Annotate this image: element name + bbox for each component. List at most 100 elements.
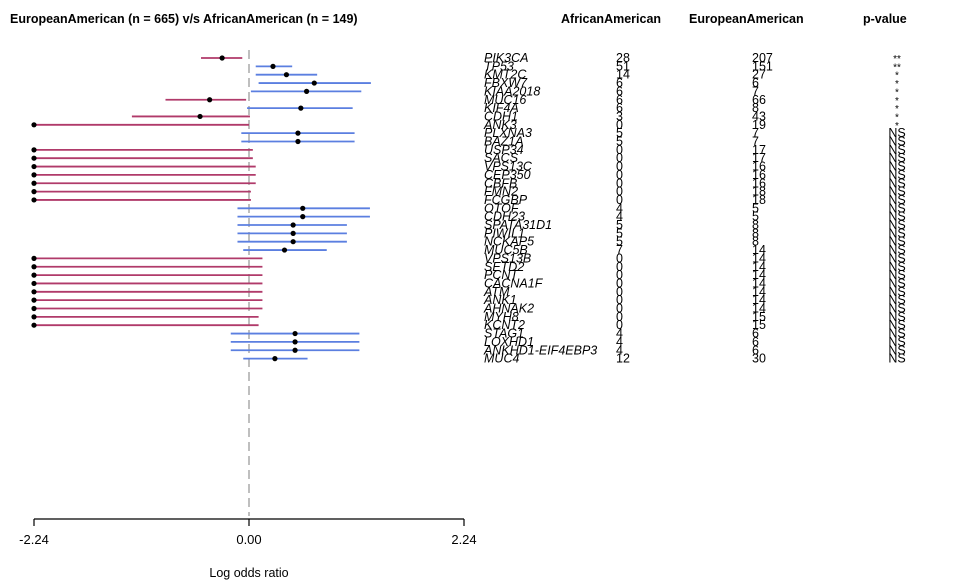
estimate-point	[295, 130, 301, 136]
estimate-point	[207, 97, 213, 103]
european-count: 14	[752, 243, 766, 257]
european-count: 18	[752, 193, 766, 207]
pvalue-label: NS	[888, 210, 905, 224]
african-count: 4	[616, 335, 623, 349]
gene-label: SETD2	[484, 260, 524, 274]
gene-label: CACNA1F	[484, 276, 544, 290]
african-count: 0	[616, 302, 623, 316]
estimate-point	[281, 247, 288, 253]
gene-label: KMT2C	[484, 68, 527, 82]
pvalue-label: NS	[888, 151, 905, 165]
african-count: 0	[616, 310, 623, 324]
gene-label: TP53	[484, 59, 514, 73]
estimate-point	[31, 305, 37, 312]
european-count: 151	[752, 59, 773, 73]
pvalue-label: NS	[888, 135, 905, 149]
x-tick-label: 2.24	[451, 532, 476, 547]
gene-label: KIF4A	[484, 101, 519, 115]
estimate-point	[272, 356, 278, 362]
estimate-point	[219, 55, 225, 61]
european-count: 17	[752, 151, 766, 165]
european-count: 14	[752, 268, 766, 282]
chart-title: EuropeanAmerican (n = 665) v/s AfricanAm…	[10, 12, 358, 26]
african-count: 0	[616, 168, 623, 182]
pvalue-label: NS	[888, 160, 905, 174]
pvalue-label: NS	[888, 235, 905, 249]
gene-label: PCNT	[484, 268, 519, 282]
pvalue-label: NS	[888, 226, 905, 240]
gene-label: SPATA31D1	[484, 218, 552, 232]
gene-label: BAZ1A	[484, 135, 524, 149]
european-count: 6	[752, 343, 759, 357]
african-count: 0	[616, 260, 623, 274]
pvalue-label: NS	[888, 251, 905, 265]
african-count: 12	[616, 352, 630, 366]
african-count: 4	[616, 327, 623, 341]
x-axis-label: Log odds ratio	[209, 566, 288, 580]
african-count: 0	[616, 268, 623, 282]
african-count: 6	[616, 93, 623, 107]
european-count: 19	[752, 118, 766, 132]
african-count: 3	[616, 109, 623, 123]
european-count: 15	[752, 318, 766, 332]
estimate-point	[292, 330, 298, 337]
x-tick-label: -2.24	[19, 532, 49, 547]
estimate-point	[292, 347, 298, 353]
european-count: 6	[752, 76, 759, 90]
african-count: 0	[616, 193, 623, 207]
estimate-point	[283, 72, 290, 78]
pvalue-label: NS	[888, 185, 905, 199]
european-count: 7	[752, 84, 759, 98]
european-count: 16	[752, 176, 766, 190]
estimate-point	[300, 214, 306, 220]
african-count: 28	[616, 51, 630, 65]
pvalue-label: NS	[888, 343, 905, 357]
gene-label: USP34	[484, 143, 524, 157]
european-count: 207	[752, 51, 773, 65]
african-count: 14	[616, 68, 630, 82]
pvalue-label: NS	[888, 327, 905, 341]
pvalue-label: *	[895, 121, 899, 132]
european-count: 66	[752, 93, 766, 107]
european-count: 8	[752, 218, 759, 232]
gene-label: PIK3CA	[484, 51, 528, 65]
pvalue-label: NS	[888, 260, 905, 274]
african-count: 0	[616, 318, 623, 332]
african-count: 6	[616, 76, 623, 90]
estimate-point	[31, 197, 37, 203]
estimate-point	[31, 314, 37, 320]
african-count: 0	[616, 185, 623, 199]
african-count: 6	[616, 84, 623, 98]
pvalue-label: NS	[888, 276, 905, 290]
african-count: 0	[616, 143, 623, 157]
pvalue-label: NS	[888, 318, 905, 332]
estimate-point	[300, 205, 306, 211]
estimate-point	[290, 222, 296, 228]
african-count: 0	[616, 285, 623, 299]
gene-label: SACS	[484, 151, 519, 165]
estimate-point	[31, 297, 37, 303]
african-count: 51	[616, 59, 630, 73]
european-count: 16	[752, 168, 766, 182]
european-count: 18	[752, 185, 766, 199]
african-count: 5	[616, 135, 623, 149]
gene-label: ATM	[483, 285, 510, 299]
european-count: 15	[752, 310, 766, 324]
gene-label: ANKHD1-EIF4EBP3	[483, 343, 597, 357]
estimate-point	[31, 255, 37, 261]
gene-label: MUC5B	[484, 243, 528, 257]
african-count: 0	[616, 160, 623, 174]
gene-label: FBXW7	[484, 76, 528, 90]
gene-label: PLXNA3	[484, 126, 532, 140]
african-count: 5	[616, 235, 623, 249]
pvalue-label: **	[893, 62, 901, 73]
gene-label: NCKAP5	[484, 235, 534, 249]
european-count: 14	[752, 276, 766, 290]
estimate-point	[31, 272, 37, 278]
gene-label: PIWIL1	[484, 226, 525, 240]
gene-label: STAG1	[484, 327, 524, 341]
pvalue-label: NS	[888, 293, 905, 307]
african-count: 0	[616, 118, 623, 132]
estimate-point	[31, 189, 37, 195]
estimate-point	[311, 80, 317, 86]
